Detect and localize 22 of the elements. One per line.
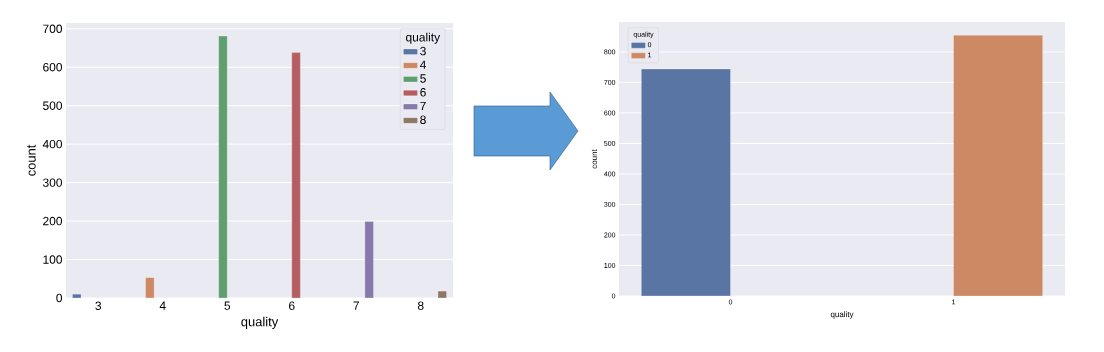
legend-label: 4 <box>419 60 426 69</box>
x-tick-label: 4 <box>159 301 166 310</box>
y-tick-label: 400 <box>42 139 63 149</box>
legend-title: quality <box>406 32 441 44</box>
y-tick-label: 300 <box>42 178 63 187</box>
y-tick-label: 500 <box>43 101 63 110</box>
y-tick-label: 700 <box>43 24 63 33</box>
legend-label: 7 <box>420 101 426 111</box>
legend-label: 6 <box>420 88 426 97</box>
y-tick-label: 100 <box>43 255 63 264</box>
x-tick-label: 6 <box>289 301 295 310</box>
x-tick-label: 3 <box>95 301 102 310</box>
y-tick-label: 600 <box>43 63 63 72</box>
y-axis-title: count <box>27 144 36 176</box>
x-tick-label: 8 <box>417 301 424 310</box>
y-tick-label: 200 <box>43 216 63 226</box>
x-axis-title: quality <box>241 316 279 329</box>
legend-label: 5 <box>420 74 426 83</box>
legend-label: 8 <box>420 115 426 125</box>
x-tick-label: 5 <box>224 301 231 310</box>
legend-label: 3 <box>420 46 426 56</box>
x-tick-label: 7 <box>353 301 359 310</box>
